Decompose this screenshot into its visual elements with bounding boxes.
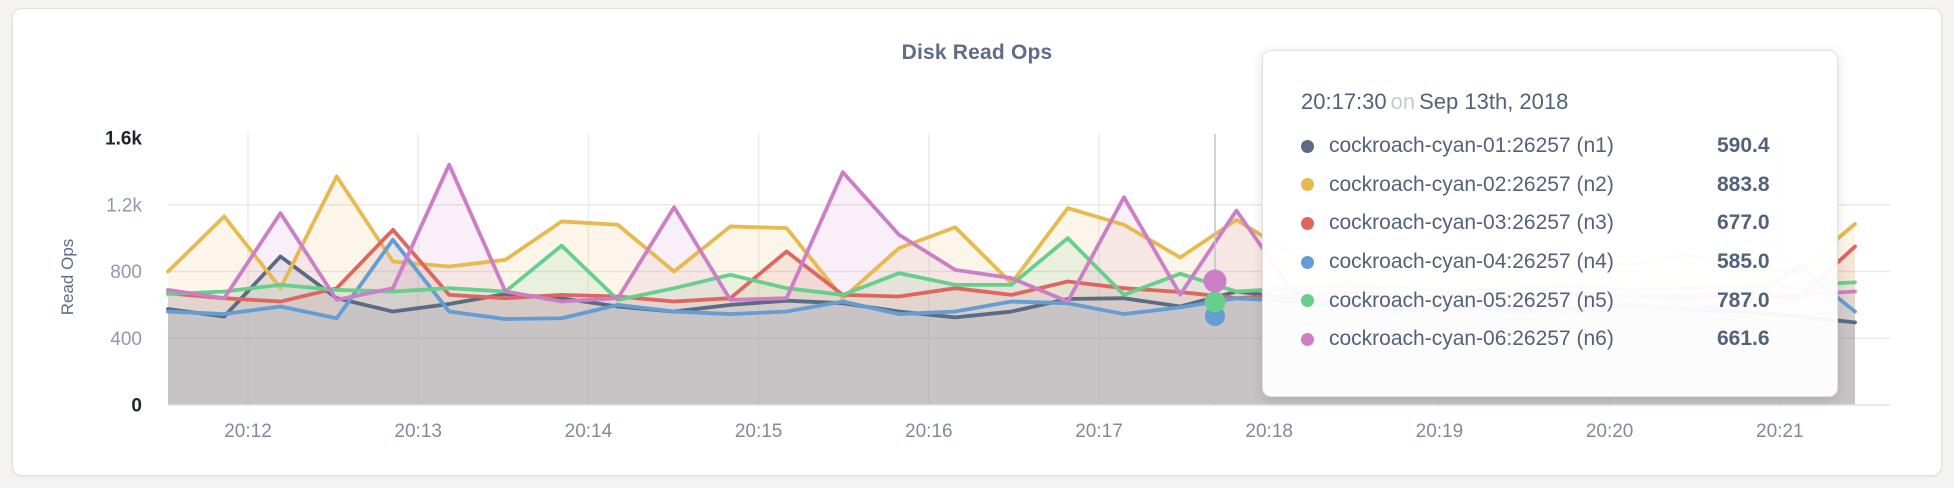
series-name: cockroach-cyan-03:26257 (n3): [1329, 211, 1614, 235]
series-value: 677.0: [1717, 211, 1770, 235]
series-name: cockroach-cyan-01:26257 (n1): [1329, 134, 1614, 158]
tooltip-time: 20:17:30: [1301, 89, 1387, 114]
tooltip-row: cockroach-cyan-02:26257 (n2) 883.8: [1301, 166, 1799, 205]
x-tick-label: 20:14: [565, 421, 613, 442]
chart-tooltip: 20:17:30 on Sep 13th, 2018 cockroach-cyan-…: [1262, 50, 1838, 397]
chart-title: Disk Read Ops: [901, 41, 1053, 64]
tooltip-header: 20:17:30 on Sep 13th, 2018: [1301, 87, 1799, 117]
series-color-dot-n4: [1301, 255, 1314, 269]
series-color-dot-n2: [1301, 178, 1314, 192]
series-value: 787.0: [1717, 288, 1770, 312]
series-value: 590.4: [1717, 134, 1770, 158]
series-name: cockroach-cyan-02:26257 (n2): [1329, 172, 1614, 196]
series-name: cockroach-cyan-04:26257 (n4): [1329, 250, 1614, 274]
series-value: 661.6: [1717, 327, 1770, 351]
series-value: 585.0: [1717, 250, 1770, 274]
series-name: cockroach-cyan-06:26257 (n6): [1329, 327, 1614, 351]
tooltip-row: cockroach-cyan-01:26257 (n1) 590.4: [1301, 127, 1799, 166]
hover-dot-n6[interactable]: [1203, 269, 1227, 293]
x-tick-label: 20:17: [1075, 421, 1123, 442]
y-tick-label: 800: [110, 262, 142, 283]
series-value: 883.8: [1717, 172, 1770, 196]
y-tick-label: 1.2k: [106, 195, 142, 216]
tooltip-row: cockroach-cyan-06:26257 (n6) 661.6: [1301, 320, 1799, 359]
hover-dot-n5[interactable]: [1204, 291, 1226, 313]
series-name: cockroach-cyan-05:26257 (n5): [1329, 288, 1614, 312]
x-tick-label: 20:21: [1756, 421, 1804, 442]
x-tick-label: 20:13: [394, 421, 442, 442]
series-color-dot-n3: [1301, 216, 1314, 230]
x-tick-label: 20:15: [735, 421, 783, 442]
y-tick-label: 1.6k: [105, 129, 142, 150]
x-tick-label: 20:16: [905, 421, 953, 442]
tooltip-separator: on: [1390, 89, 1416, 114]
tooltip-row: cockroach-cyan-05:26257 (n5) 787.0: [1301, 281, 1799, 320]
tooltip-row: cockroach-cyan-04:26257 (n4) 585.0: [1301, 243, 1799, 282]
x-tick-label: 20:12: [224, 421, 272, 442]
series-color-dot-n1: [1301, 139, 1314, 153]
x-tick-label: 20:18: [1245, 421, 1293, 442]
tooltip-rows: cockroach-cyan-01:26257 (n1) 590.4 cockroa…: [1301, 127, 1799, 359]
tooltip-row: cockroach-cyan-03:26257 (n3) 677.0: [1301, 204, 1799, 243]
tooltip-date: Sep 13th, 2018: [1419, 89, 1569, 114]
series-color-dot-n6: [1301, 332, 1314, 346]
y-tick-label: 0: [131, 396, 142, 417]
x-tick-label: 20:19: [1416, 421, 1464, 442]
series-color-dot-n5: [1301, 294, 1314, 308]
y-tick-label: 400: [110, 329, 142, 350]
x-tick-label: 20:20: [1586, 421, 1634, 442]
